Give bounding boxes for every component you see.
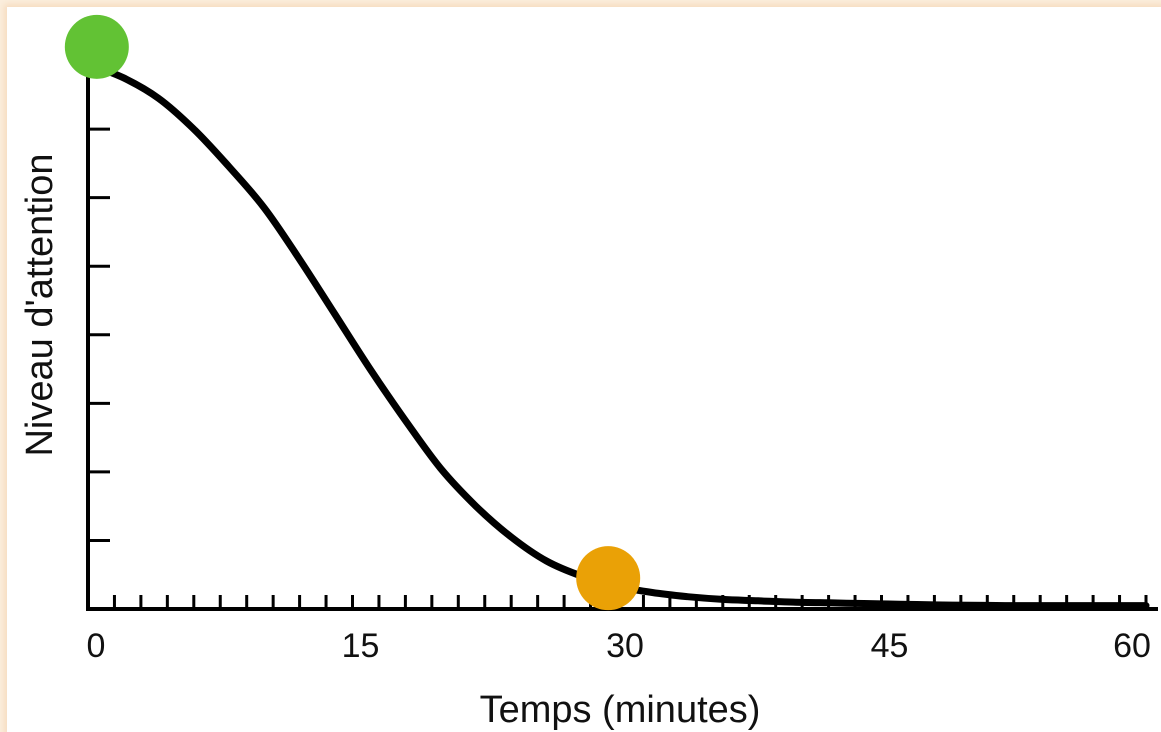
axes	[86, 30, 1158, 611]
x-tick-label: 30	[606, 627, 644, 665]
x-tick-label: 60	[1113, 627, 1151, 665]
y-axis-title: Niveau d'attention	[19, 153, 61, 456]
x-axis-title: Temps (minutes)	[480, 689, 761, 731]
x-tick-label: 45	[871, 627, 909, 665]
x-tick-label: 15	[342, 627, 380, 665]
x-tick-label: 0	[87, 627, 106, 665]
markers	[64, 14, 641, 611]
x-tick-labels: 0 15 30 45 60	[87, 627, 1151, 665]
chart-panel	[7, 7, 1161, 732]
attention-curve	[84, 60, 1150, 610]
highlight-marker	[64, 14, 129, 79]
highlight-marker	[576, 546, 641, 611]
